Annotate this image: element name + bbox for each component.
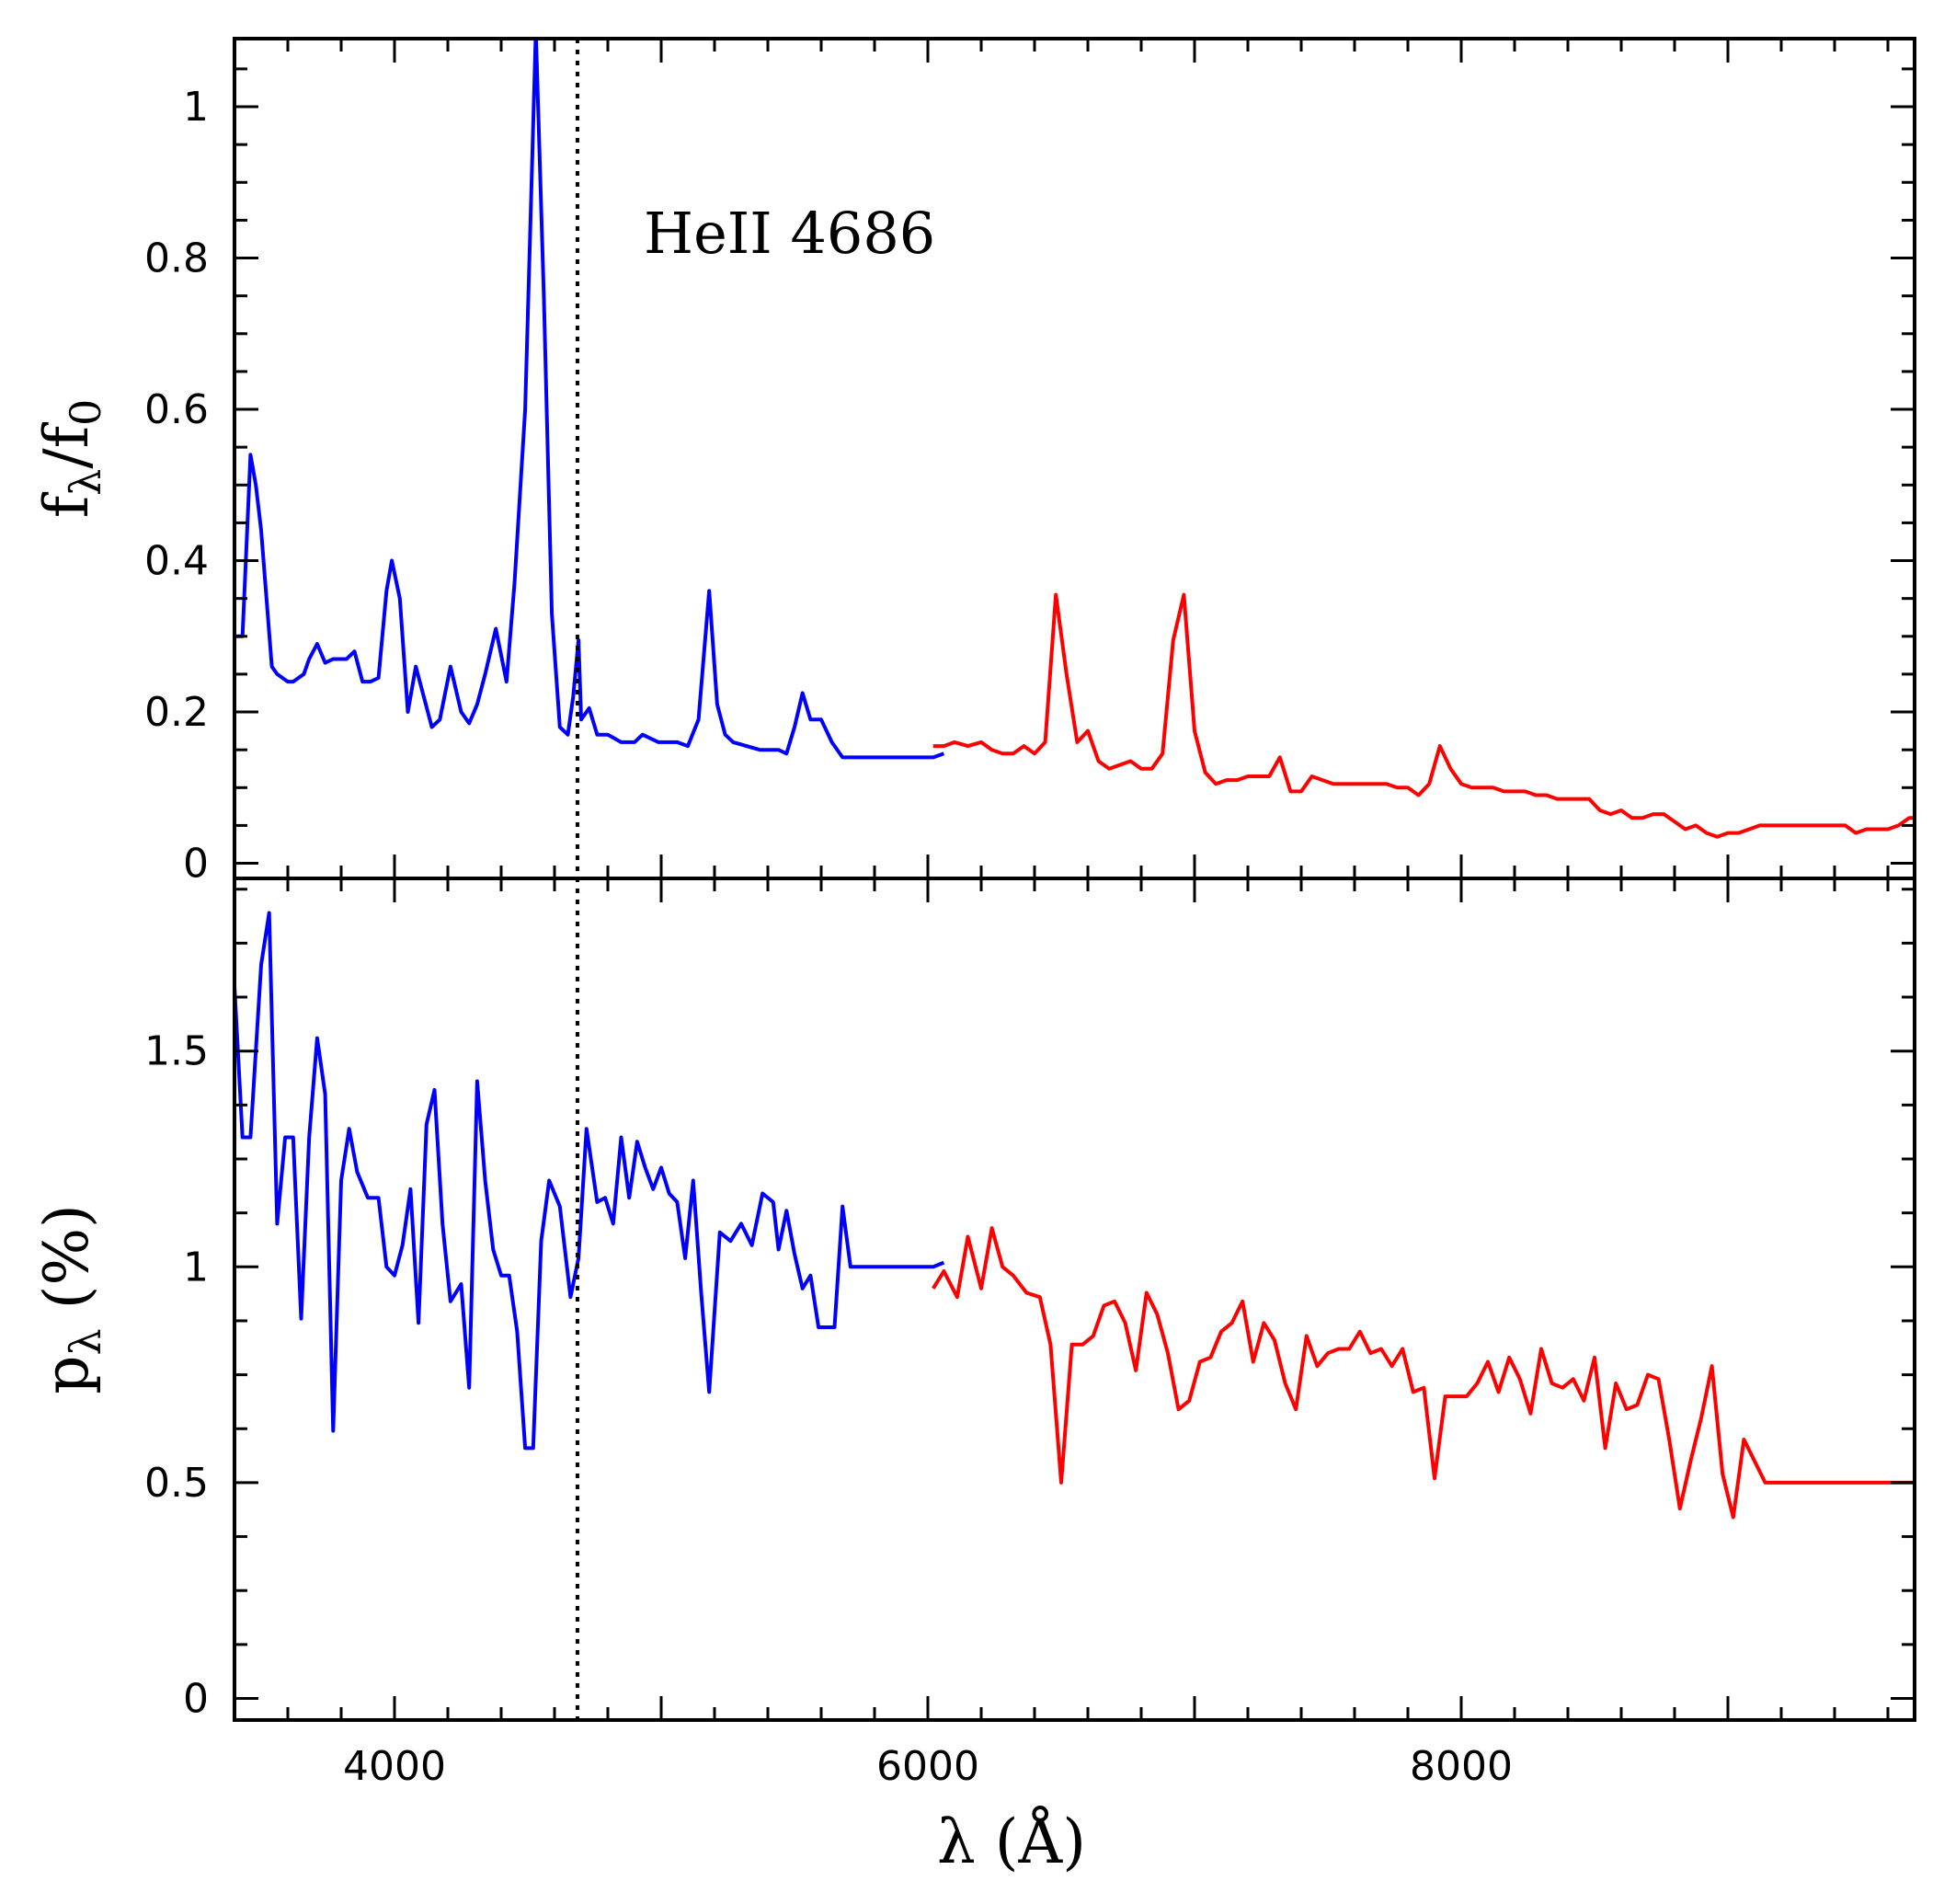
x-axis-title: λ (Å) <box>937 1807 1086 1877</box>
flux-series-red <box>932 592 1915 839</box>
polarization-panel-frame <box>233 877 1916 1722</box>
polarization-y-title-part: (%) <box>31 1204 102 1328</box>
polarization-series-blue <box>234 911 945 1451</box>
x-tick-label: 8000 <box>1410 1743 1513 1790</box>
heii-4686-annotation: HeII 4686 <box>644 200 935 267</box>
flux-y-tick-label: 0 <box>183 841 209 888</box>
flux-y-title-part: f <box>31 491 102 518</box>
polarization-y-tick-label: 1 <box>183 1244 209 1290</box>
x-tick-label: 4000 <box>343 1743 446 1790</box>
flux-y-axis-title: fλ/f0 <box>31 399 110 519</box>
flux-panel-frame <box>233 37 1916 880</box>
polarization-y-tick-label: 0.5 <box>144 1460 209 1507</box>
flux-series-blue <box>234 39 945 760</box>
flux-y-tick-label: 1 <box>183 84 209 131</box>
x-tick-labels: 4000 6000 8000 <box>343 1743 1513 1790</box>
polarization-y-title-subscript: λ <box>61 1328 110 1355</box>
flux-y-tick-label: 0.4 <box>144 538 209 585</box>
flux-y-tick-label: 0.8 <box>144 235 209 282</box>
polarization-y-tick-label: 1.5 <box>144 1028 209 1075</box>
panel-polarization: 0 0.5 1 1.5 pλ (%) <box>31 877 1916 1723</box>
x-tick-label: 6000 <box>876 1743 979 1790</box>
flux-y-title-subscript: 0 <box>61 399 110 426</box>
flux-y-title-part: /f <box>31 421 102 468</box>
flux-y-tick-label: 0.6 <box>144 386 209 433</box>
flux-y-title-subscript: λ <box>61 469 110 496</box>
polarization-series-red <box>932 1226 1915 1520</box>
polarization-y-axis-title: pλ (%) <box>31 1204 110 1394</box>
polarization-y-tick-label: 0 <box>183 1676 209 1723</box>
flux-y-tick-label: 0.2 <box>144 689 209 736</box>
polarization-y-title-part: p <box>31 1356 102 1394</box>
